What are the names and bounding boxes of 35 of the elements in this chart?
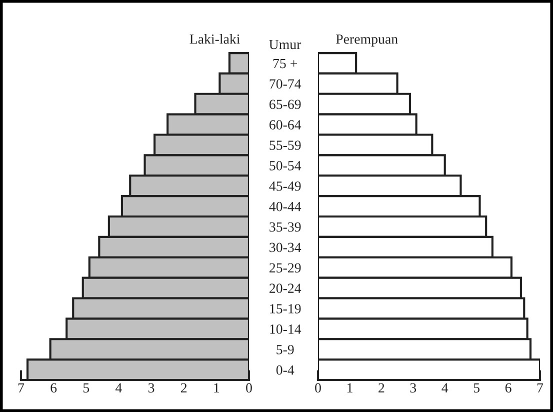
- x-tick-label: 5: [474, 383, 480, 393]
- y-tick-label: 25-29: [270, 263, 301, 273]
- y-tick-label: 5-9: [276, 344, 294, 354]
- y-tick-label: 35-39: [270, 222, 301, 232]
- x-tick-label: 7: [537, 383, 544, 392]
- y-tick-label: 60-64: [270, 120, 302, 130]
- x-tick-label: 4: [116, 383, 122, 392]
- y-tick-label: 40-44: [269, 202, 302, 212]
- y-tick-label: 30-34: [270, 242, 302, 252]
- y-tick-label: 0-4: [276, 365, 294, 375]
- y-tick-label: 50-54: [270, 161, 302, 170]
- y-tick-label: 15-19: [270, 304, 301, 314]
- x-tick-label: 3: [148, 383, 154, 393]
- y-axis-title: Umur: [269, 40, 302, 50]
- x-tick-label: 4: [442, 383, 448, 392]
- x-tick-label: 6: [505, 383, 512, 393]
- x-tick-label: 2: [180, 383, 187, 392]
- x-tick-label: 6: [50, 383, 57, 393]
- x-tick-label: 3: [410, 383, 416, 393]
- x-tick-label: 0: [315, 383, 321, 393]
- chart-title: Perempuan: [336, 34, 398, 47]
- chart-title: Laki-laki: [190, 34, 240, 44]
- x-tick-label: 7: [18, 383, 24, 392]
- x-tick-label: 1: [347, 383, 352, 392]
- y-tick-label: 70-74: [270, 79, 302, 89]
- x-tick-label: 0: [246, 383, 252, 393]
- y-tick-label: 65-69: [270, 100, 301, 110]
- y-tick-label: 75 +: [273, 58, 298, 68]
- x-tick-label: 2: [378, 383, 384, 392]
- y-tick-label: 45-49: [269, 181, 301, 191]
- y-tick-label: 20-24: [270, 284, 302, 293]
- x-tick-label: 1: [214, 383, 220, 392]
- y-tick-label: 10-14: [270, 324, 302, 334]
- y-tick-label: 55-59: [270, 140, 301, 150]
- x-tick-label: 5: [83, 383, 90, 393]
